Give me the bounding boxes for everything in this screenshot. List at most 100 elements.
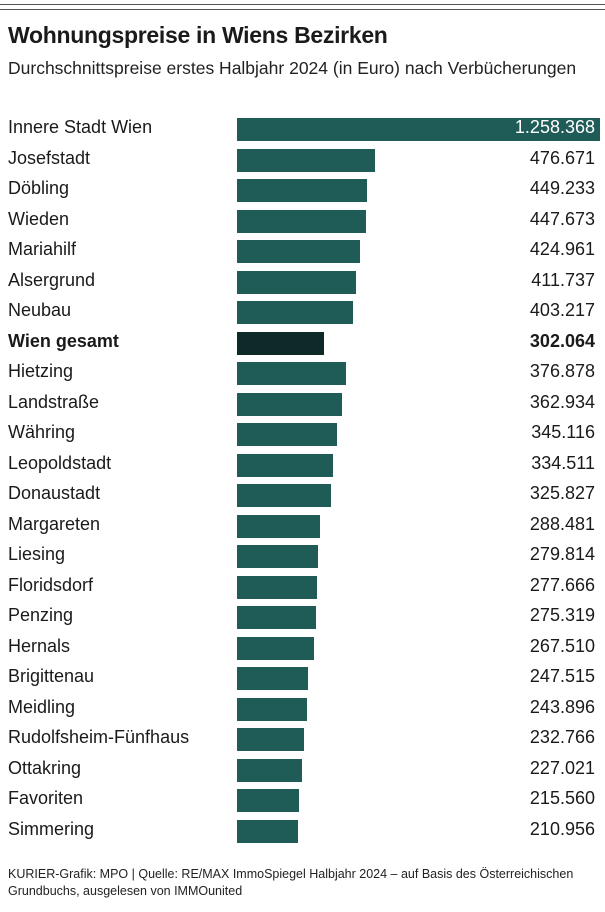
- bar-row: Wien gesamt 302.064: [0, 328, 605, 359]
- value-label: 403.217: [529, 300, 595, 320]
- category-label: Hietzing: [8, 361, 74, 381]
- category-label: Rudolfsheim-Fünfhaus: [8, 727, 190, 747]
- chart-subtitle: Durchschnittspreise erstes Halbjahr 2024…: [8, 58, 577, 78]
- bar-row: Leopoldstadt 334.511: [0, 450, 605, 481]
- category-label: Wieden: [8, 208, 70, 229]
- bar: [237, 148, 375, 172]
- bar: [237, 331, 325, 355]
- bar-row: Penzing 275.319: [0, 602, 605, 633]
- bar-row: Alsergrund 411.737: [0, 267, 605, 298]
- category-label: Wien gesamt: [8, 330, 119, 351]
- value-label: 376.878: [529, 361, 595, 381]
- category-label: Donaustadt: [8, 483, 101, 503]
- bar: [237, 636, 315, 660]
- category-label: Josefstadt: [8, 147, 91, 168]
- bar-row: Floridsdorf 277.666: [0, 572, 605, 603]
- bar-row: Ottakring 227.021: [0, 755, 605, 786]
- value-label: 267.510: [529, 635, 595, 656]
- category-label: Favoriten: [8, 788, 84, 808]
- category-label: Innere Stadt Wien: [8, 117, 153, 137]
- category-label: Simmering: [8, 818, 95, 839]
- category-label: Neubau: [8, 300, 72, 320]
- bar: [237, 209, 367, 233]
- bar: [237, 270, 356, 294]
- bar-row: Hernals 267.510: [0, 633, 605, 664]
- category-label: Währing: [8, 422, 76, 442]
- value-label: 215.560: [529, 788, 595, 808]
- category-label: Mariahilf: [8, 239, 77, 259]
- bar: [237, 575, 318, 599]
- bar: [237, 606, 317, 629]
- top-rule: [0, 4, 605, 10]
- bar-row: Wieden 447.673: [0, 206, 605, 237]
- value-label: 288.481: [529, 513, 595, 534]
- value-label: 227.021: [529, 757, 595, 778]
- bar: [237, 758, 303, 782]
- value-label: 362.934: [529, 391, 595, 412]
- category-label: Margareten: [8, 513, 101, 534]
- bar-row: Neubau 403.217: [0, 297, 605, 328]
- bar: [237, 179, 367, 202]
- value-label: 424.961: [529, 239, 595, 259]
- category-label: Liesing: [8, 544, 66, 564]
- bar: [237, 789, 300, 812]
- bar: [237, 362, 346, 385]
- bar-row: Landstraße 362.934: [0, 389, 605, 420]
- bar: [237, 667, 309, 690]
- bar-row: Margareten 288.481: [0, 511, 605, 542]
- bar-row: Rudolfsheim-Fünfhaus 232.766: [0, 724, 605, 755]
- value-label: 277.666: [529, 574, 595, 595]
- value-label: 334.511: [531, 452, 595, 473]
- value-label: 325.827: [529, 483, 595, 503]
- bar: [237, 697, 308, 721]
- bar: [237, 301, 354, 324]
- bar: [237, 484, 331, 507]
- category-label: Penzing: [8, 605, 74, 625]
- category-label: Ottakring: [8, 757, 82, 778]
- value-label: 449.233: [529, 178, 595, 198]
- value-label: 411.737: [531, 269, 595, 290]
- bar-row: Donaustadt 325.827: [0, 480, 605, 511]
- category-label: Landstraße: [8, 391, 100, 412]
- value-label: 210.956: [529, 818, 595, 839]
- category-label: Floridsdorf: [8, 574, 94, 595]
- bar-row: Innere Stadt Wien 1.258.368: [0, 114, 605, 145]
- bar-row: Meidling 243.896: [0, 694, 605, 725]
- bar: [237, 514, 321, 538]
- value-label: 302.064: [529, 330, 595, 351]
- value-label: 476.671: [529, 147, 595, 168]
- bar-row: Josefstadt 476.671: [0, 145, 605, 176]
- category-label: Brigittenau: [8, 666, 95, 686]
- bar-row: Liesing 279.814: [0, 541, 605, 572]
- value-label: 279.814: [529, 544, 595, 564]
- bar: [237, 392, 342, 416]
- category-label: Meidling: [8, 696, 76, 717]
- value-label: 447.673: [529, 208, 595, 229]
- value-label: 345.116: [531, 422, 595, 442]
- bar: [237, 240, 360, 263]
- bar-row: Mariahilf 424.961: [0, 236, 605, 267]
- value-label: 1.258.368: [514, 117, 595, 137]
- chart-title: Wohnungspreise in Wiens Bezirken: [8, 22, 388, 48]
- bar-row: Währing 345.116: [0, 419, 605, 450]
- category-label: Leopoldstadt: [8, 452, 112, 473]
- value-label: 275.319: [529, 605, 595, 625]
- bar: [237, 728, 305, 751]
- bar-row: Brigittenau 247.515: [0, 663, 605, 694]
- bar-row: Simmering 210.956: [0, 816, 605, 847]
- bar: [237, 819, 298, 843]
- value-label: 247.515: [529, 666, 595, 686]
- bar: [237, 118, 600, 141]
- bar: [237, 545, 318, 568]
- bar: [237, 453, 334, 477]
- source-note: KURIER-Grafik: MPO | Quelle: RE/MAX Immo…: [8, 867, 574, 898]
- bar-row: Hietzing 376.878: [0, 358, 605, 389]
- bar: [237, 423, 337, 446]
- value-label: 232.766: [529, 727, 595, 747]
- value-label: 243.896: [529, 696, 595, 717]
- bar-row: Döbling 449.233: [0, 175, 605, 206]
- bar-row: Favoriten 215.560: [0, 785, 605, 816]
- category-label: Döbling: [8, 178, 70, 198]
- category-label: Alsergrund: [8, 269, 96, 290]
- category-label: Hernals: [8, 635, 71, 656]
